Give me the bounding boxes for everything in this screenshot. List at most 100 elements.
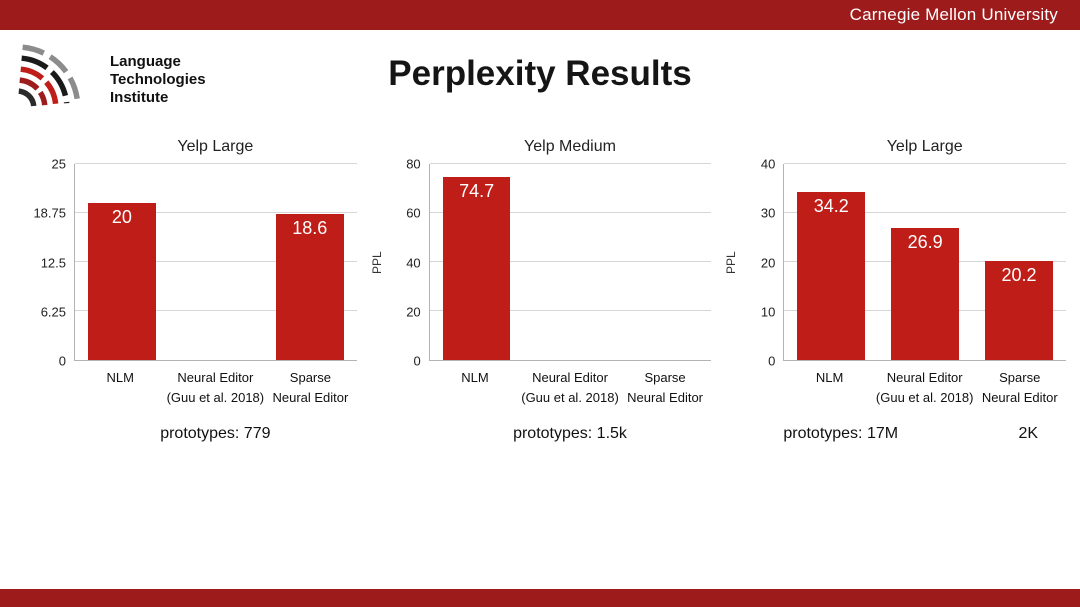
bars: 74.7 [430,164,712,360]
x-category-line: NLM [106,370,134,385]
y-axis-label: PPL [724,251,739,274]
plot-area: 34.2 26.9 20.2 [783,163,1067,361]
bar: 20.2 [985,261,1053,360]
y-axis-label [14,164,30,361]
lti-arcs-icon [18,44,81,107]
x-category-line: Sparse [289,370,331,385]
x-category-line: Neural Editor [981,389,1058,405]
bar-chart: Yelp Large PPL 0 10 20 30 40 34.2 26.9 20.2 NLM Neu… [717,138,1072,443]
y-tick-label: 20 [760,255,776,270]
x-category-line: (Guu et al. 2018) [166,389,265,405]
y-tick-label: 10 [760,304,776,320]
x-category-label: NLM [783,368,876,407]
logo-line: Language [110,52,181,70]
gridline [784,212,1067,213]
y-tick-label: 0 [768,353,776,369]
y-axis-label: PPL [369,251,384,274]
gridline [429,261,712,262]
x-category-label: NLM [74,368,167,407]
x-category-label: Neural Editor (Guu et al. 2018) [167,368,265,407]
chart-title: Yelp Large [177,138,254,155]
x-category-line: (Guu et al. 2018) [521,389,619,405]
x-category-label: Sparse Neural Editor [264,368,357,407]
y-tick-label: 30 [760,205,776,221]
gridline [75,310,357,311]
x-category-label: Neural Editor (Guu et al. 2018) [521,368,619,407]
chart-title: Yelp Large [886,138,963,155]
chart-footnotes: prototypes: 779 [74,425,357,443]
bars: 34.2 26.9 20.2 [784,164,1066,360]
x-axis-labels: NLM Neural Editor (Guu et al. 2018) Sparse N… [74,368,357,407]
gridline [75,261,357,262]
lti-logo-text: Language Technologies Institute [110,53,206,108]
bar-value-label: 26.9 [907,232,943,253]
plot-area: 74.7 [428,163,712,361]
chart-body: PPL 0 20 40 60 80 74.7 [369,157,712,369]
x-category-label: NLM [429,368,522,407]
y-axis-ticks: 0 10 20 30 40 [739,157,783,369]
y-tick-label: 25 [51,156,66,172]
gridline [429,212,712,213]
bars: 20 18.6 [75,164,357,360]
bar: 74.7 [442,177,511,360]
bar-slot: 26.9 [878,164,972,360]
bar-value-label: 34.2 [813,196,849,217]
y-axis-ticks: 0 6.25 12.5 18.75 25 [30,157,74,369]
bar-chart: Yelp Large 0 6.25 12.5 18.75 25 20 18.6 NLM Neura… [8,138,363,443]
chart-title: Yelp Medium [524,138,616,155]
y-tick-label: 40 [760,156,776,172]
plot-area: 20 18.6 [74,163,357,361]
x-category-label: Neural Editor (Guu et al. 2018) [876,368,974,407]
chart-footnote: prototypes: 17M [783,425,899,442]
x-category-line: Neural Editor [886,370,963,385]
y-tick-label: 0 [58,353,66,369]
y-tick-label: 80 [406,156,421,172]
chart-footnote: prototypes: 779 [160,425,271,442]
gridline [75,163,357,164]
x-category-line: Neural Editor [627,389,704,405]
bar-slot: 74.7 [430,164,524,360]
x-category-line: NLM [815,370,844,385]
gridline [784,163,1067,164]
x-category-label: Sparse Neural Editor [619,368,712,407]
slide-title: Perplexity Results [388,54,692,93]
chart-footnote: prototypes: 1.5k [513,425,627,442]
chart-footnote: 2K [1018,425,1039,442]
x-category-line: Neural Editor [272,389,349,405]
y-axis-ticks: 0 20 40 60 80 [385,157,429,369]
bar-slot: 34.2 [784,164,878,360]
bar-slot [169,164,263,360]
lti-logo: Language Technologies Institute [10,42,206,118]
x-category-line: Neural Editor [177,370,254,385]
y-tick-label: 12.5 [40,255,66,270]
bar-value-label: 74.7 [459,181,495,201]
y-tick-label: 40 [406,255,421,270]
x-category-line: NLM [461,370,489,385]
bar: 18.6 [275,214,344,360]
bar-value-label: 20 [111,207,132,228]
bar-slot: 20.2 [972,164,1066,360]
gridline [429,310,712,311]
bar: 26.9 [891,228,959,360]
y-tick-label: 0 [413,353,421,369]
logo-line: Institute [110,89,169,107]
bar-slot [524,164,618,360]
x-category-line: Neural Editor [532,370,608,385]
x-category-line: Sparse [999,370,1041,385]
footer-bar [0,589,1080,607]
bar-value-label: 20.2 [1001,265,1037,286]
charts-row: Yelp Large 0 6.25 12.5 18.75 25 20 18.6 NLM Neura… [0,138,1080,443]
bar-slot: 18.6 [263,164,357,360]
header-bar: Carnegie Mellon University [0,0,1080,30]
bar-slot [617,164,711,360]
bar-chart: Yelp Medium PPL 0 20 40 60 80 74.7 NLM Neural Edi… [363,138,718,443]
chart-body: 0 6.25 12.5 18.75 25 20 18.6 [14,157,357,369]
x-axis-labels: NLM Neural Editor (Guu et al. 2018) Sparse N… [429,368,712,407]
chart-footnotes: prototypes: 1.5k [429,425,712,443]
gridline [429,163,712,164]
chart-body: PPL 0 10 20 30 40 34.2 26.9 20.2 [723,157,1067,369]
bar-slot: 20 [75,164,169,360]
x-category-line: (Guu et al. 2018) [875,389,974,405]
chart-footnotes: prototypes: 17M 2K [783,425,1066,443]
y-tick-label: 20 [406,304,421,320]
